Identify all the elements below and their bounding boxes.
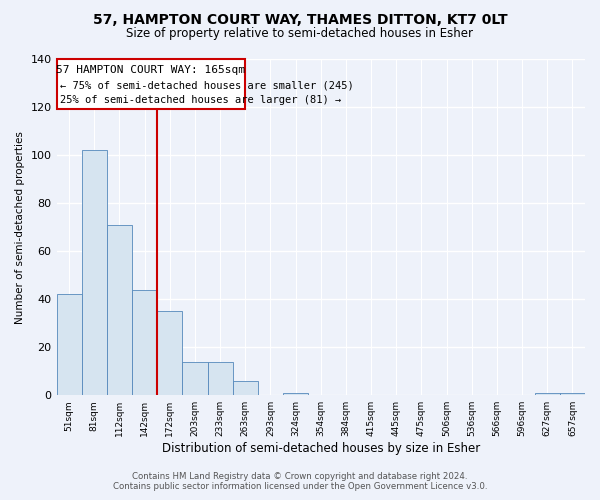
Bar xyxy=(157,311,182,395)
X-axis label: Distribution of semi-detached houses by size in Esher: Distribution of semi-detached houses by … xyxy=(161,442,480,455)
Bar xyxy=(182,362,208,395)
Text: ← 75% of semi-detached houses are smaller (245): ← 75% of semi-detached houses are smalle… xyxy=(61,80,354,90)
Bar xyxy=(107,224,132,395)
Text: Size of property relative to semi-detached houses in Esher: Size of property relative to semi-detach… xyxy=(127,28,473,40)
Text: 57, HAMPTON COURT WAY, THAMES DITTON, KT7 0LT: 57, HAMPTON COURT WAY, THAMES DITTON, KT… xyxy=(92,12,508,26)
Bar xyxy=(233,381,258,395)
Bar xyxy=(283,393,308,395)
FancyBboxPatch shape xyxy=(56,59,245,110)
Bar xyxy=(535,393,560,395)
Y-axis label: Number of semi-detached properties: Number of semi-detached properties xyxy=(15,130,25,324)
Bar xyxy=(208,362,233,395)
Bar xyxy=(560,393,585,395)
Bar xyxy=(56,294,82,395)
Bar xyxy=(132,290,157,395)
Text: Contains HM Land Registry data © Crown copyright and database right 2024.
Contai: Contains HM Land Registry data © Crown c… xyxy=(113,472,487,491)
Text: 57 HAMPTON COURT WAY: 165sqm: 57 HAMPTON COURT WAY: 165sqm xyxy=(56,65,245,75)
Text: 25% of semi-detached houses are larger (81) →: 25% of semi-detached houses are larger (… xyxy=(61,95,341,105)
Bar xyxy=(82,150,107,395)
